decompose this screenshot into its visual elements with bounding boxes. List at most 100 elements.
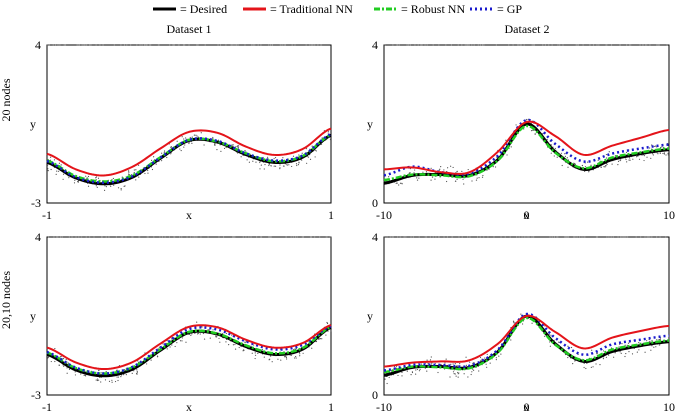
- data-point: [203, 338, 206, 340]
- data-point: [471, 180, 473, 182]
- data-point: [454, 373, 456, 375]
- data-point: [384, 378, 386, 380]
- data-point: [401, 371, 403, 374]
- data-point: [414, 169, 416, 171]
- data-point: [179, 148, 181, 150]
- plot-frame: [383, 236, 670, 396]
- outlier-point: [526, 236, 528, 238]
- outlier-point: [518, 236, 520, 238]
- outlier-point: [608, 236, 610, 238]
- data-point: [510, 339, 512, 341]
- outlier-point: [256, 236, 258, 238]
- outlier-point: [121, 236, 124, 238]
- outlier-point: [544, 44, 547, 46]
- data-point: [445, 358, 447, 360]
- data-point: [651, 345, 653, 347]
- data-point: [470, 373, 472, 376]
- data-point: [251, 352, 253, 354]
- outlier-point: [646, 236, 648, 238]
- data-point: [85, 175, 87, 177]
- data-point: [80, 373, 82, 375]
- x-tick-label: -10: [376, 208, 392, 222]
- outlier-point: [542, 44, 544, 46]
- outlier-point: [302, 236, 305, 238]
- outlier-point: [418, 236, 420, 238]
- data-point: [195, 134, 197, 136]
- data-point: [430, 167, 432, 169]
- outlier-point: [659, 236, 661, 238]
- data-point: [133, 172, 135, 174]
- data-point: [426, 370, 428, 372]
- data-point: [457, 371, 459, 374]
- outlier-point: [108, 236, 110, 238]
- data-point: [452, 371, 455, 373]
- outlier-point: [567, 236, 570, 238]
- outlier-point: [619, 236, 622, 238]
- data-point: [184, 144, 186, 146]
- data-point: [614, 155, 616, 157]
- data-point: [53, 159, 56, 161]
- outlier-point: [556, 236, 558, 238]
- data-point: [240, 156, 242, 158]
- data-point: [116, 376, 118, 378]
- data-point: [225, 341, 227, 343]
- data-point: [147, 169, 149, 172]
- outlier-point: [56, 236, 58, 238]
- data-point: [309, 158, 312, 161]
- outlier-point: [291, 44, 293, 46]
- data-point: [440, 166, 442, 168]
- data-point: [54, 347, 56, 350]
- data-point: [104, 379, 107, 381]
- outlier-point: [271, 44, 274, 46]
- data-point: [495, 357, 497, 359]
- data-point: [510, 146, 512, 148]
- data-point: [556, 156, 558, 158]
- data-point: [624, 344, 626, 346]
- data-point: [620, 159, 622, 161]
- data-point: [305, 148, 308, 150]
- outlier-point: [406, 44, 408, 46]
- data-point: [463, 183, 465, 185]
- data-point: [150, 159, 153, 162]
- data-point: [166, 156, 168, 159]
- data-point: [418, 177, 420, 179]
- data-point: [196, 333, 199, 335]
- data-point: [660, 146, 662, 149]
- data-point: [254, 357, 256, 360]
- outlier-point: [53, 236, 55, 238]
- data-point: [117, 187, 120, 189]
- outlier-point: [596, 236, 599, 238]
- outlier-point: [476, 236, 479, 238]
- column-title-dataset-1: Dataset 1: [167, 22, 212, 36]
- data-point: [638, 342, 640, 344]
- outlier-point: [115, 236, 117, 238]
- data-point: [530, 130, 533, 132]
- outlier-point: [197, 44, 199, 46]
- outlier-point: [279, 44, 282, 46]
- data-point: [617, 160, 620, 162]
- data-point: [560, 152, 563, 154]
- data-point: [658, 338, 660, 341]
- data-point: [534, 133, 536, 135]
- data-point: [171, 344, 173, 346]
- data-point: [60, 164, 62, 166]
- y-tick-label: 4: [35, 230, 41, 244]
- data-point: [484, 357, 486, 359]
- outlier-point: [589, 44, 591, 46]
- data-point: [105, 186, 107, 188]
- outlier-point: [469, 236, 471, 238]
- outlier-point: [161, 236, 164, 238]
- data-point: [295, 356, 297, 358]
- data-point: [215, 335, 217, 337]
- outlier-point: [548, 44, 550, 46]
- data-point: [653, 346, 655, 348]
- outlier-point: [268, 44, 270, 46]
- data-point: [150, 359, 152, 361]
- data-point: [231, 334, 233, 336]
- y-tick-label: -3: [31, 388, 41, 402]
- x-tick-label: 0: [524, 400, 530, 414]
- data-point: [396, 182, 398, 184]
- data-point: [657, 153, 659, 155]
- data-point: [419, 368, 421, 371]
- outlier-point: [81, 44, 83, 46]
